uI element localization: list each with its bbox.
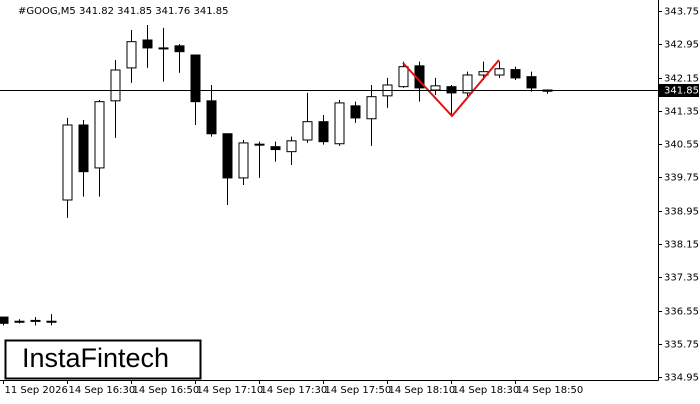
candle-body	[254, 143, 265, 146]
x-tick-label: 11 Sep 2026	[5, 385, 68, 396]
candle-body	[286, 140, 297, 153]
x-tick-label: 14 Sep 18:10	[389, 385, 456, 396]
x-tick-label: 14 Sep 16:50	[133, 385, 200, 396]
y-tick-label: 337.35	[664, 273, 699, 284]
y-tick-label: 342.15	[664, 74, 699, 85]
logo-text: InstaFintech	[22, 343, 169, 373]
x-tick-label: 14 Sep 16:30	[69, 385, 136, 396]
candle-body	[62, 124, 73, 201]
candle-body	[190, 54, 201, 103]
y-tick-label: 341.35	[664, 107, 699, 118]
candle-body	[126, 41, 137, 69]
y-tick-label: 338.95	[664, 207, 699, 218]
current-price-box	[659, 84, 699, 97]
candle-body	[158, 47, 169, 50]
x-tick-label: 14 Sep 18:30	[453, 385, 520, 396]
candle-body	[462, 74, 473, 94]
candle-body	[510, 69, 521, 79]
pattern-line	[402, 59, 500, 118]
candle-body	[206, 100, 217, 135]
candle-body	[270, 146, 281, 151]
y-tick-label: 339.75	[664, 173, 699, 184]
y-tick-label: 335.75	[664, 340, 699, 351]
y-tick-label: 338.15	[664, 240, 699, 251]
candle-body	[222, 133, 233, 179]
candle-body	[142, 39, 153, 49]
candle-body	[526, 76, 537, 89]
candle-body	[110, 69, 121, 102]
candle-body	[30, 319, 41, 322]
candle-body	[398, 66, 409, 88]
candle-body	[174, 45, 185, 53]
chart-header: #GOOG,M5 341.82 341.85 341.76 341.85	[18, 6, 228, 17]
candle-body	[14, 320, 25, 323]
y-tick-label: 342.95	[664, 40, 699, 51]
x-tick-label: 14 Sep 17:30	[261, 385, 328, 396]
candle-body	[302, 121, 313, 141]
candle-body	[46, 320, 57, 323]
candle-body	[94, 101, 105, 169]
candle-body	[446, 86, 457, 94]
current-price-label: 341.85	[664, 86, 699, 97]
candle-body	[238, 142, 249, 179]
candle-body	[0, 316, 9, 324]
y-tick-label: 336.55	[664, 307, 699, 318]
x-tick-label: 14 Sep 18:50	[517, 385, 584, 396]
y-tick-label: 340.55	[664, 140, 699, 151]
candle-body	[318, 121, 329, 143]
y-tick-label: 334.95	[664, 373, 699, 384]
candle-body	[334, 102, 345, 145]
candle-body	[494, 68, 505, 76]
candle-body	[366, 96, 377, 120]
x-tick-label: 14 Sep 17:10	[197, 385, 264, 396]
y-tick-label: 343.75	[664, 7, 699, 18]
candle-body	[78, 124, 89, 173]
logo-box	[4, 339, 202, 380]
x-tick-label: 14 Sep 17:50	[325, 385, 392, 396]
candle-body	[430, 85, 441, 91]
candle-body	[350, 105, 361, 119]
plot-area	[0, 0, 658, 380]
